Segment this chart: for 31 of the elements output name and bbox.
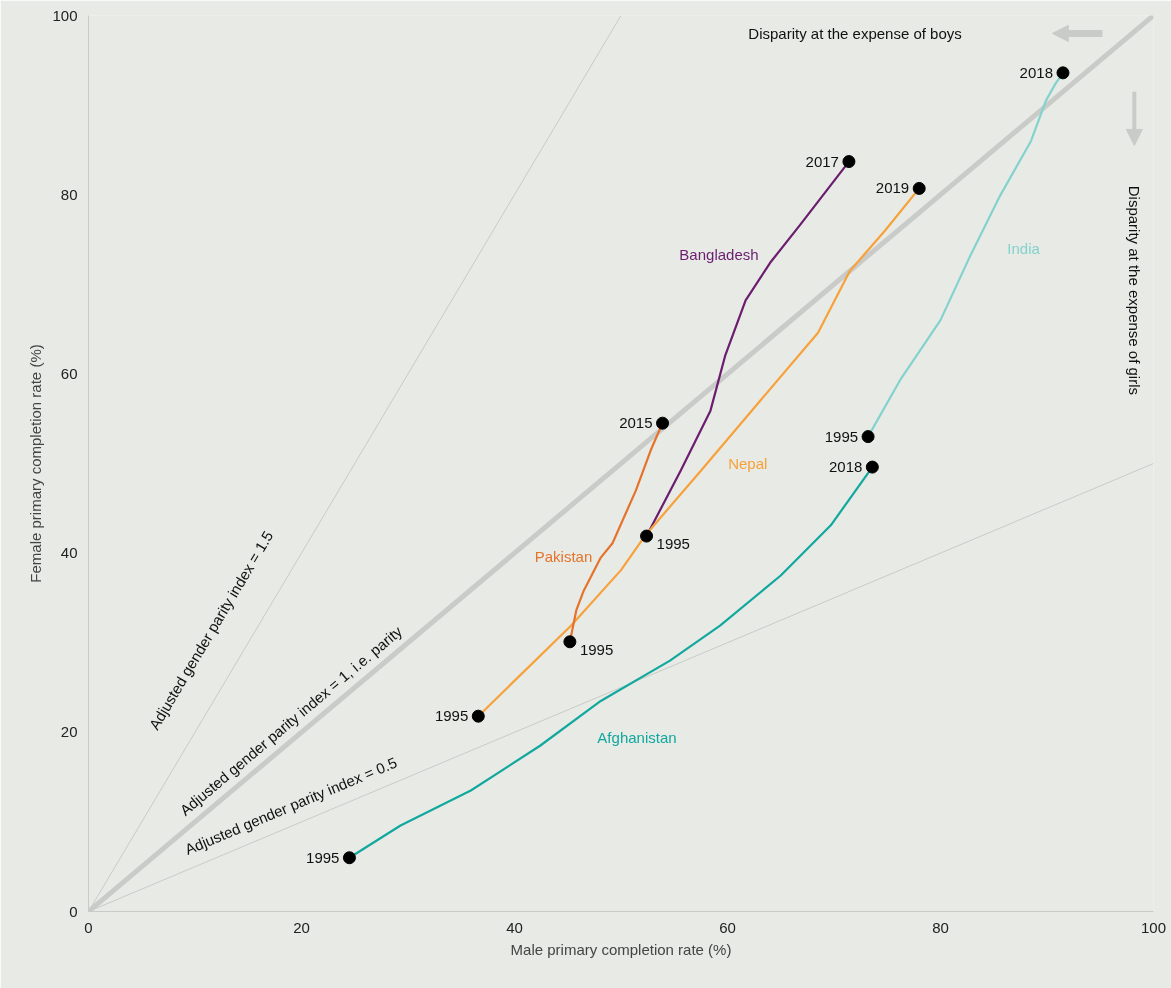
y-tick-label: 0 <box>69 902 78 920</box>
annotation: 1995 <box>824 427 859 445</box>
x-tick-label: 60 <box>719 918 736 936</box>
x-axis-title: Male primary completion rate (%) <box>510 940 732 958</box>
series-label: India <box>1007 239 1041 257</box>
annotation: 1995 <box>306 848 340 866</box>
annotation: 2019 <box>875 179 910 197</box>
x-tick-label: 0 <box>84 918 93 936</box>
annotation: 1995 <box>656 535 690 553</box>
series-label: Nepal <box>728 455 768 472</box>
annotation: Disparity at the expense of boys <box>748 24 962 42</box>
x-tick-label: 20 <box>293 918 310 936</box>
series-label: Afghanistan <box>597 729 677 747</box>
x-tick-label: 80 <box>932 918 949 936</box>
x-tick-label: 40 <box>506 918 523 936</box>
annotation: 1995 <box>579 640 614 658</box>
y-tick-label: 60 <box>60 364 78 382</box>
y-tick-label: 40 <box>60 544 78 562</box>
y-tick-label: 80 <box>60 185 78 203</box>
series-label: Bangladesh <box>679 246 759 264</box>
annotation: 1995 <box>434 707 469 725</box>
annotation: Disparity at the expense of girls <box>1125 185 1143 396</box>
annotation: 2015 <box>619 414 653 432</box>
y-axis-title: Female primary completion rate (%) <box>27 344 45 583</box>
x-tick-label: 100 <box>1140 918 1167 936</box>
y-tick-label: 100 <box>52 6 78 24</box>
series-label: Pakistan <box>534 548 593 566</box>
annotation: 2018 <box>1019 63 1053 81</box>
y-tick-label: 20 <box>60 723 78 741</box>
annotation: 2017 <box>805 152 839 170</box>
annotation: 2018 <box>828 458 863 476</box>
